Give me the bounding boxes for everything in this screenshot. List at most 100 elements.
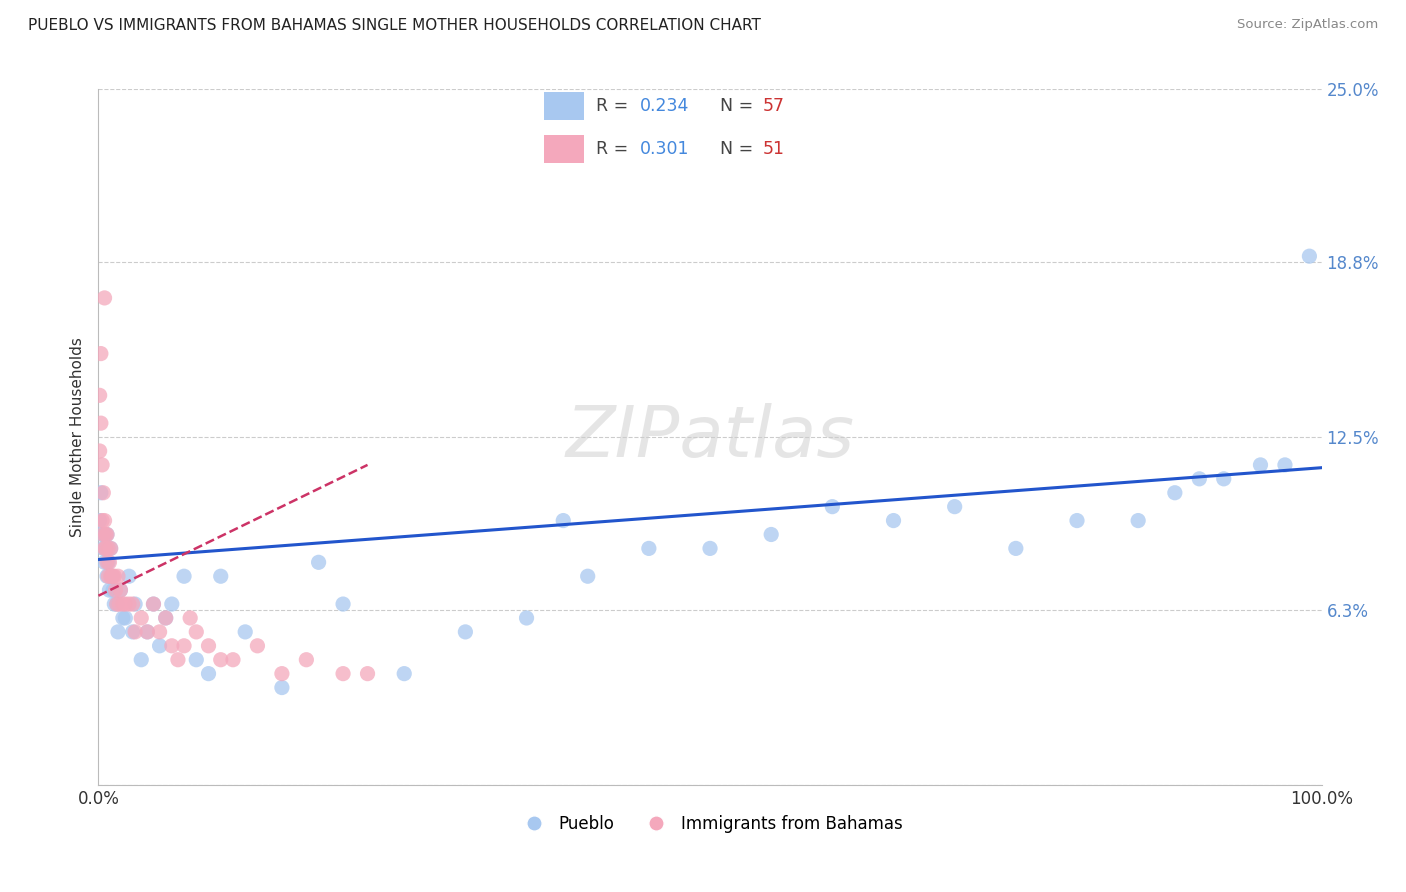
Point xyxy=(105,597,128,611)
Point xyxy=(100,569,122,583)
Text: 0.301: 0.301 xyxy=(640,140,689,158)
Point xyxy=(233,624,256,639)
Point xyxy=(129,611,152,625)
Text: ZIPatlas: ZIPatlas xyxy=(565,402,855,472)
Point xyxy=(142,597,165,611)
Text: R =: R = xyxy=(596,140,634,158)
Point xyxy=(114,597,136,611)
Point xyxy=(93,514,115,528)
Point xyxy=(186,624,208,639)
Text: Source: ZipAtlas.com: Source: ZipAtlas.com xyxy=(1237,18,1378,31)
Point xyxy=(96,527,118,541)
Point xyxy=(160,639,183,653)
Text: N =: N = xyxy=(720,140,759,158)
Point xyxy=(118,569,141,583)
Point xyxy=(1128,514,1150,528)
Y-axis label: Single Mother Households: Single Mother Households xyxy=(69,337,84,537)
Point xyxy=(149,639,172,653)
Point xyxy=(101,569,124,583)
Point xyxy=(270,681,294,695)
Point xyxy=(110,583,132,598)
Point xyxy=(332,666,354,681)
Point xyxy=(121,597,143,611)
Point xyxy=(110,583,132,598)
FancyBboxPatch shape xyxy=(544,135,583,162)
Point xyxy=(97,569,120,583)
Point xyxy=(392,666,416,681)
Point xyxy=(883,514,905,528)
Text: R =: R = xyxy=(596,96,634,114)
Point xyxy=(1274,458,1296,472)
Point xyxy=(105,597,128,611)
Point xyxy=(100,541,122,556)
Point xyxy=(96,555,118,569)
Point xyxy=(91,485,114,500)
Point xyxy=(124,624,146,639)
Point xyxy=(332,597,354,611)
Point xyxy=(160,597,183,611)
Point xyxy=(107,569,129,583)
Point xyxy=(103,597,125,611)
Point xyxy=(308,555,330,569)
Point xyxy=(209,653,232,667)
Point xyxy=(1066,514,1088,528)
Point xyxy=(91,458,114,472)
Point xyxy=(155,611,177,625)
Point xyxy=(93,555,115,569)
Point xyxy=(101,583,124,598)
Text: N =: N = xyxy=(720,96,759,114)
Point xyxy=(173,569,195,583)
Point xyxy=(1164,485,1187,500)
Point xyxy=(94,527,117,541)
Legend: Pueblo, Immigrants from Bahamas: Pueblo, Immigrants from Bahamas xyxy=(510,808,910,839)
Point xyxy=(90,346,112,360)
Point xyxy=(1004,541,1026,556)
Point xyxy=(209,569,232,583)
Point xyxy=(89,388,111,402)
Point xyxy=(89,444,111,458)
Point xyxy=(94,541,117,556)
Point xyxy=(173,639,195,653)
Point xyxy=(91,541,114,556)
Point xyxy=(90,416,112,430)
Point xyxy=(97,555,120,569)
Point xyxy=(1249,458,1271,472)
Point xyxy=(96,569,118,583)
Point xyxy=(1298,249,1320,263)
Text: 57: 57 xyxy=(763,96,785,114)
Point xyxy=(1188,472,1211,486)
Point xyxy=(186,653,208,667)
Text: 0.234: 0.234 xyxy=(640,96,689,114)
Point xyxy=(108,597,131,611)
Point xyxy=(142,597,165,611)
Point xyxy=(637,541,661,556)
Point xyxy=(222,653,245,667)
Point xyxy=(100,541,122,556)
Point xyxy=(821,500,844,514)
Point xyxy=(98,555,121,569)
Point xyxy=(96,527,118,541)
Point xyxy=(246,639,269,653)
Point xyxy=(179,611,201,625)
Point xyxy=(101,569,124,583)
Point xyxy=(515,611,537,625)
Point xyxy=(553,514,575,528)
Text: 51: 51 xyxy=(763,140,785,158)
Point xyxy=(91,527,114,541)
Point xyxy=(98,583,121,598)
Point xyxy=(136,624,159,639)
Point xyxy=(91,514,114,528)
Point xyxy=(576,569,599,583)
Point xyxy=(94,541,117,556)
Point xyxy=(149,624,172,639)
Point xyxy=(129,653,152,667)
Point xyxy=(761,527,783,541)
Point xyxy=(111,597,134,611)
Point xyxy=(356,666,378,681)
Point xyxy=(97,541,120,556)
Point xyxy=(114,611,136,625)
Point xyxy=(197,639,219,653)
Point xyxy=(943,500,966,514)
Point xyxy=(111,611,134,625)
Point xyxy=(90,485,112,500)
